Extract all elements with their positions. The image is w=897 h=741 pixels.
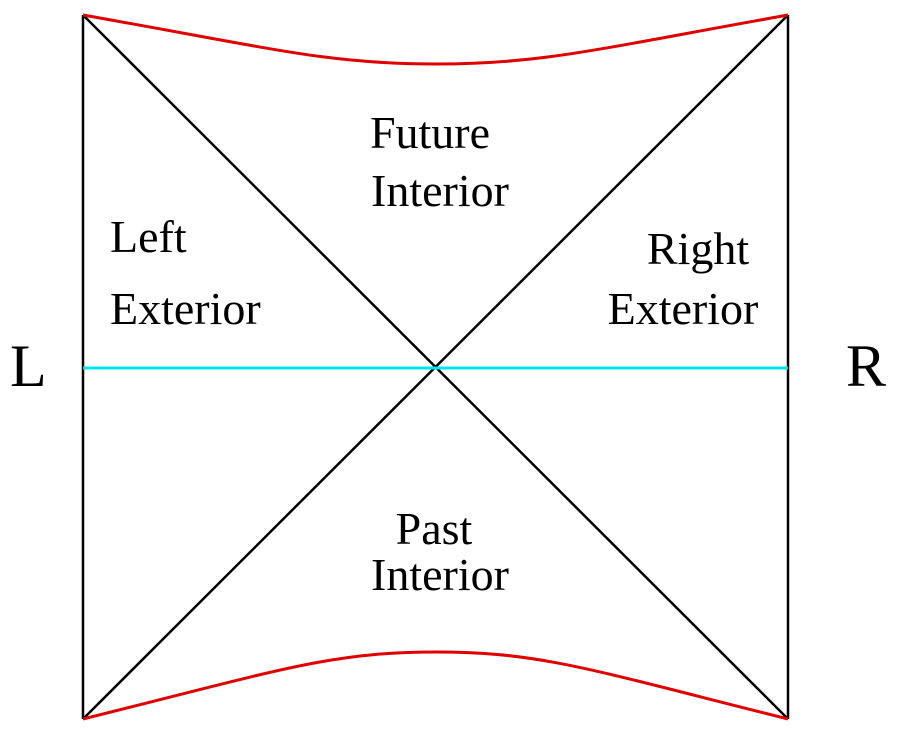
label-right-side: R <box>846 333 886 399</box>
label-left-exterior-line1: Left <box>110 211 187 262</box>
label-future-interior-line2: Interior <box>371 165 509 216</box>
label-past-interior-line2: Interior <box>371 549 509 600</box>
label-future-interior-line1: Future <box>370 107 490 158</box>
future-singularity-curve <box>82 13 789 66</box>
past-singularity-curve <box>82 650 789 721</box>
label-past-interior-line1: Past <box>396 503 473 554</box>
label-right-exterior-line2: Exterior <box>608 283 759 334</box>
label-left-side: L <box>10 333 47 399</box>
label-right-exterior-line1: Right <box>647 223 749 274</box>
label-left-exterior-line2: Exterior <box>110 283 261 334</box>
